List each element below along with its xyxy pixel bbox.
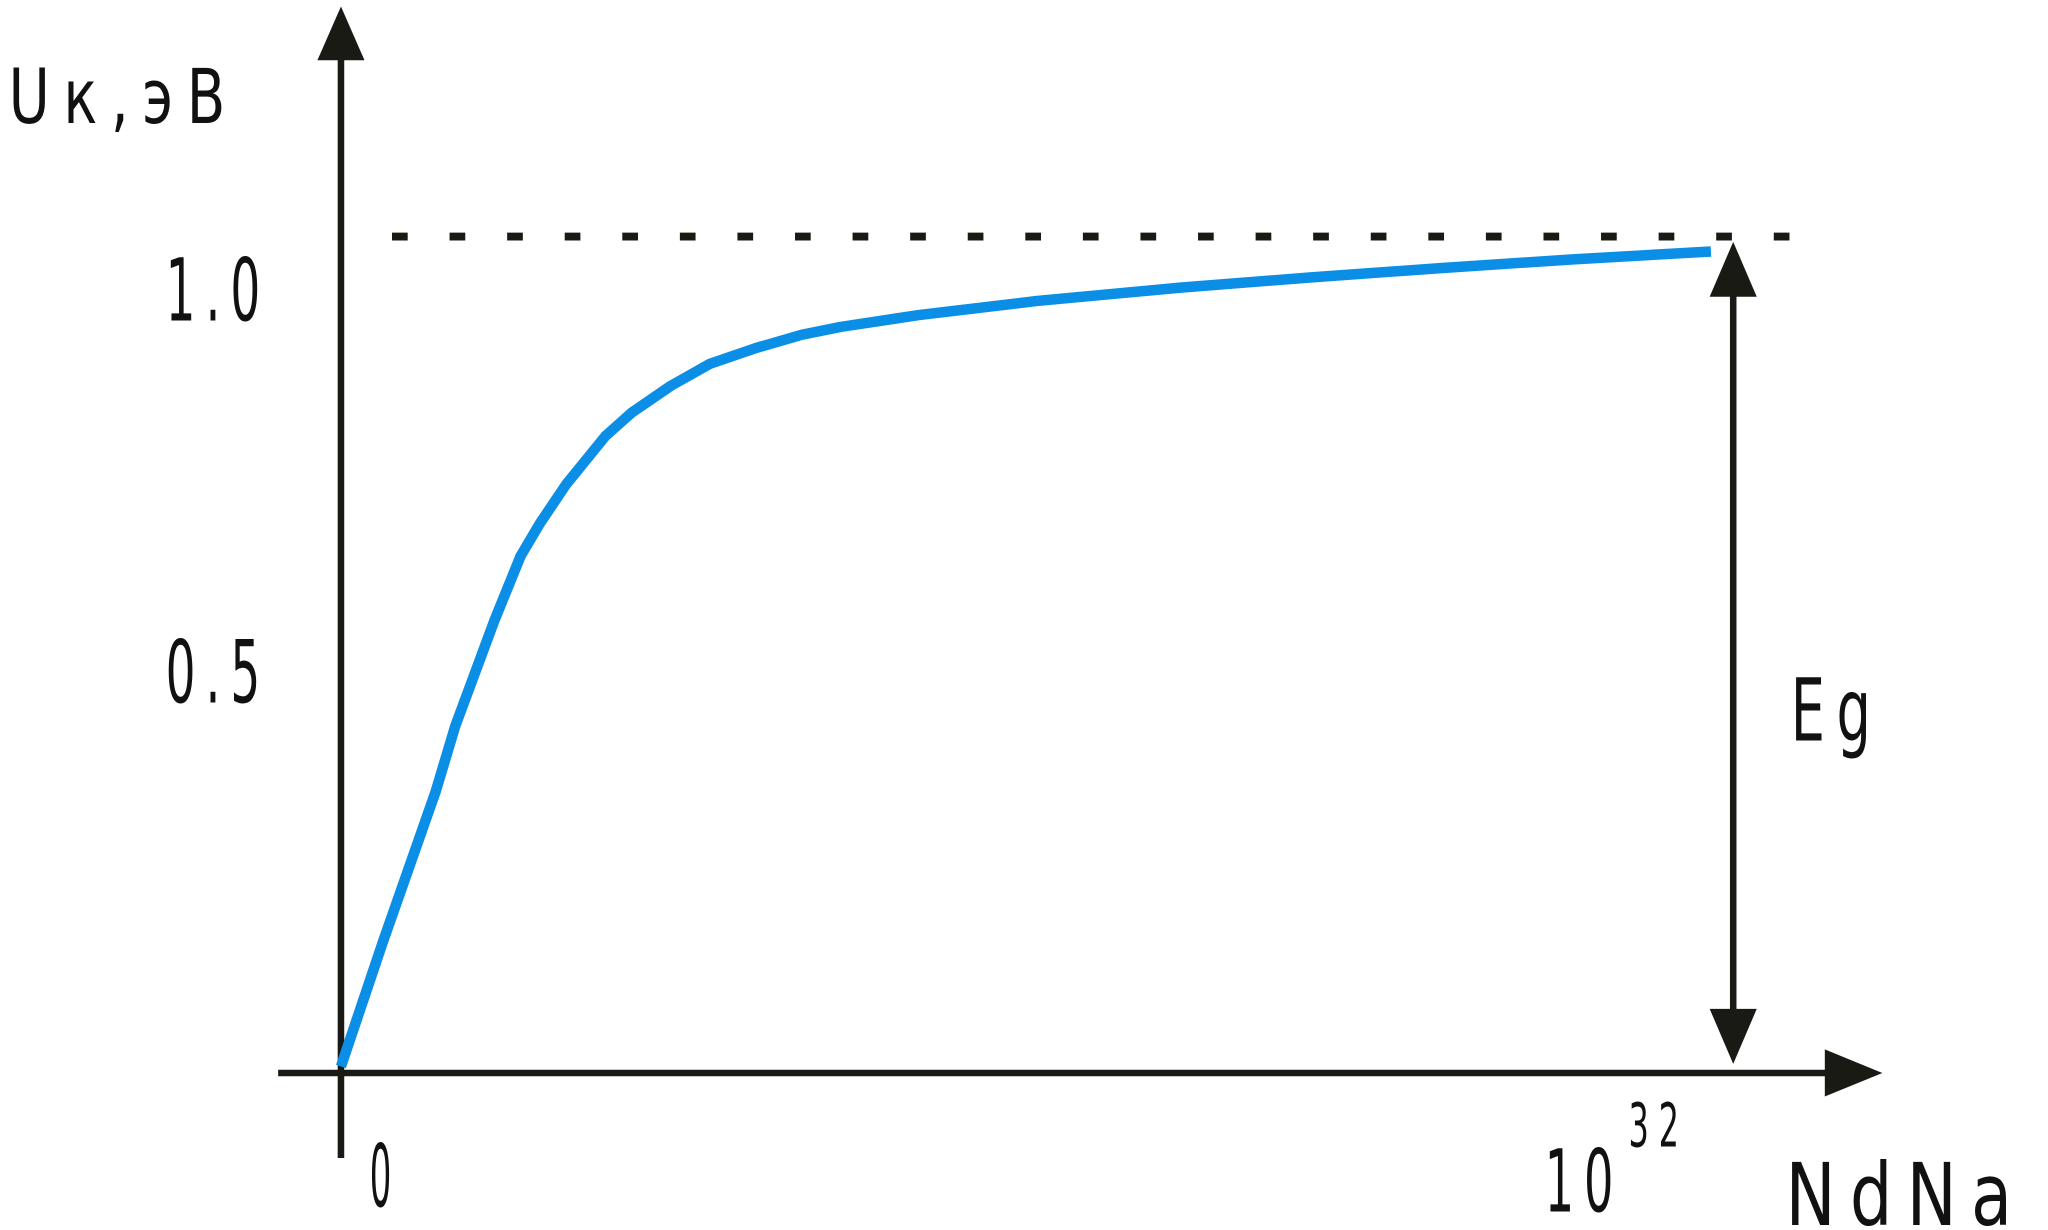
x-tick-label-base: 10 [1545, 1133, 1624, 1230]
y-tick-label: 1.0 [166, 242, 271, 342]
series-line [335, 246, 1712, 1069]
x-axis-arrow-icon [1824, 1049, 1883, 1097]
x-axis-label: NdNa [1786, 1146, 2027, 1230]
eg-arrow-up-icon [1709, 241, 1757, 297]
eg-label: Eg [1791, 662, 1883, 762]
eg-arrow-down-icon [1709, 1008, 1757, 1064]
y-tick-label: 0.5 [166, 624, 271, 724]
x-tick-label: 0 [370, 1127, 399, 1227]
x-tick-label-exponent: 32 [1629, 1091, 1689, 1161]
y-axis-arrow-icon [317, 6, 365, 61]
y-axis-label: Uк,эВ [9, 53, 239, 141]
